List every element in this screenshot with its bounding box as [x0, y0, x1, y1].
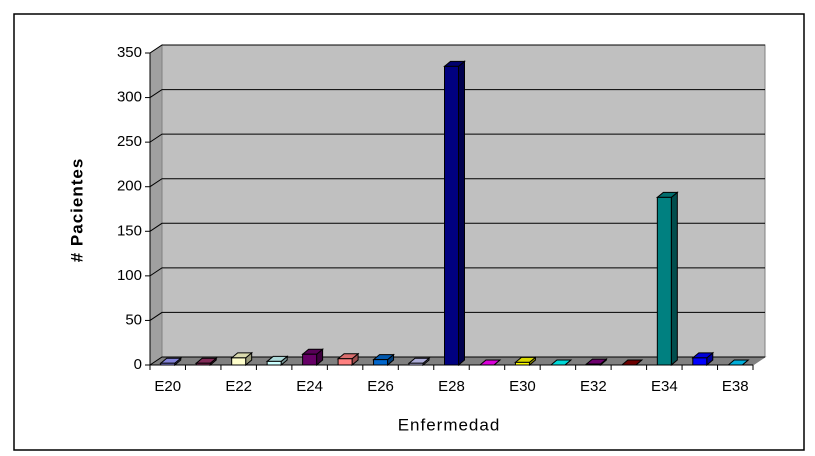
x-tick-label: E32 [580, 378, 607, 395]
bar-side [458, 60, 465, 367]
bar [585, 358, 608, 367]
y-tick-label: 100 [117, 267, 142, 284]
bar [655, 191, 679, 367]
grid-line [149, 133, 765, 143]
x-tick-label: E26 [367, 378, 394, 395]
bar-front [302, 353, 318, 366]
bar [230, 351, 254, 367]
bar [443, 60, 466, 367]
bar [407, 357, 431, 367]
grid-line [149, 267, 765, 277]
bar-front [692, 357, 708, 366]
grid-line [149, 356, 765, 366]
grid-line [149, 222, 765, 232]
bar [372, 353, 395, 367]
bar-front [444, 65, 459, 366]
x-tick-label: E22 [225, 378, 252, 395]
bar-front [585, 363, 601, 366]
x-tick-label: E20 [154, 378, 181, 395]
bar [549, 359, 573, 366]
bar [620, 359, 644, 366]
bar-front [514, 361, 530, 366]
y-axis-title: # Pacientes [67, 158, 86, 263]
bar [265, 355, 289, 367]
bar [336, 352, 360, 367]
x-tick-label: E24 [296, 378, 323, 395]
bar [691, 351, 715, 367]
bar [301, 348, 324, 367]
bar-side [670, 191, 678, 367]
y-tick-label: 200 [117, 178, 142, 195]
grid-line [149, 178, 765, 188]
x-tick-label: E38 [722, 378, 749, 395]
y-tick-label: 150 [117, 222, 142, 239]
bar-front [373, 359, 389, 366]
x-tick-label: E34 [651, 378, 678, 395]
bar [726, 359, 750, 366]
bar-front [656, 196, 672, 366]
grid-line [149, 311, 765, 321]
bar [478, 359, 502, 366]
bar-front [408, 362, 424, 366]
x-tick-label: E30 [509, 378, 536, 395]
bar [194, 357, 218, 367]
bar [159, 357, 183, 367]
y-tick-label: 50 [125, 311, 142, 328]
bar [514, 356, 537, 367]
x-axis-title: Enfermedad [398, 415, 501, 434]
grid-line [149, 44, 765, 54]
grid-line [149, 89, 765, 98]
bar-front [231, 357, 247, 366]
bar-front [337, 358, 353, 366]
y-tick-label: 350 [117, 44, 142, 61]
bar-front [160, 362, 176, 366]
bar-front [195, 362, 211, 366]
y-tick-label: 300 [117, 89, 142, 106]
y-tick-label: 0 [134, 356, 142, 373]
bar-front [266, 360, 282, 366]
x-tick-label: E28 [438, 378, 465, 395]
y-tick-label: 250 [117, 133, 142, 150]
